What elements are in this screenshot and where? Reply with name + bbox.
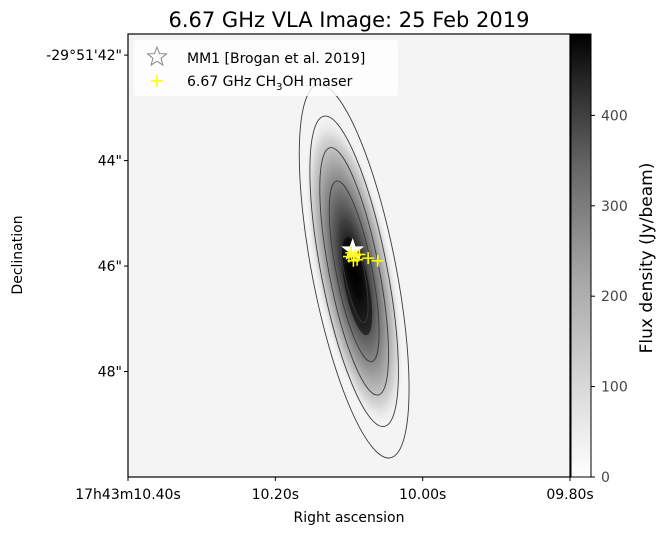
- plot-frame: [127, 33, 571, 478]
- colorbar-tick-label-1: 100: [601, 380, 628, 396]
- x-tick-label-0: 17h43m10.40s: [75, 487, 181, 503]
- x-axis-label: Right ascension: [294, 510, 405, 526]
- colorbar-tick-label-2: 200: [601, 289, 628, 305]
- legend-star-shape: [146, 45, 168, 67]
- contour-level-140: [319, 147, 389, 396]
- contour-level-380: [339, 219, 369, 323]
- contour-level-60: [309, 115, 399, 427]
- colorbar-label: Flux density (Jy/beam): [637, 163, 657, 354]
- maser-marker-7: [371, 254, 384, 267]
- colorbar-tick-label-0: 0: [601, 470, 610, 486]
- contours: [298, 84, 410, 459]
- legend-maser-head: 6.67 GHz CH: [187, 74, 276, 90]
- contour-level-260: [328, 180, 380, 363]
- x-axis-ticks: 17h43m10.40s 10.20s 10.00s 09.80s: [75, 477, 594, 503]
- legend-box: [134, 40, 398, 96]
- x-tick-label-3: 09.80s: [546, 487, 593, 503]
- colorbar-tick-label-3: 300: [601, 199, 628, 215]
- y-axis-label: Declination: [10, 215, 26, 294]
- legend: MM1 [Brogan et al. 2019] 6.67 GHz CH3OH …: [134, 40, 398, 96]
- colorbar-tick-label-4: 400: [601, 108, 628, 124]
- legend-maser-tail: OH maser: [282, 74, 352, 90]
- markers: [341, 238, 384, 267]
- legend-star-icon: [146, 45, 168, 67]
- legend-plus-icon: [151, 75, 163, 87]
- y-tick-label-3: 48": [98, 365, 122, 381]
- colorbar-ticks: 0 100 200 300 400: [591, 108, 628, 486]
- maser-marker-5: [353, 248, 366, 261]
- legend-maser-sub: 3: [276, 82, 282, 93]
- legend-mm1-label: MM1 [Brogan et al. 2019]: [187, 51, 365, 67]
- legend-plus-shape: [151, 75, 163, 87]
- chart-title: 6.67 GHz VLA Image: 25 Feb 2019: [169, 8, 530, 32]
- maser-marker-4: [347, 254, 360, 267]
- y-tick-label-0: -29°51'42": [46, 48, 122, 64]
- y-axis-ticks: -29°51'42" 44" 46" 48": [46, 48, 128, 381]
- maser-marker-6: [362, 252, 375, 265]
- colorbar: [570, 33, 592, 478]
- legend-maser-label: 6.67 GHz CH3OH maser: [187, 74, 353, 93]
- y-tick-label-2: 46": [98, 259, 122, 275]
- x-tick-label-2: 10.00s: [399, 487, 446, 503]
- y-tick-label-1: 44": [98, 154, 122, 170]
- x-tick-label-1: 10.20s: [252, 487, 299, 503]
